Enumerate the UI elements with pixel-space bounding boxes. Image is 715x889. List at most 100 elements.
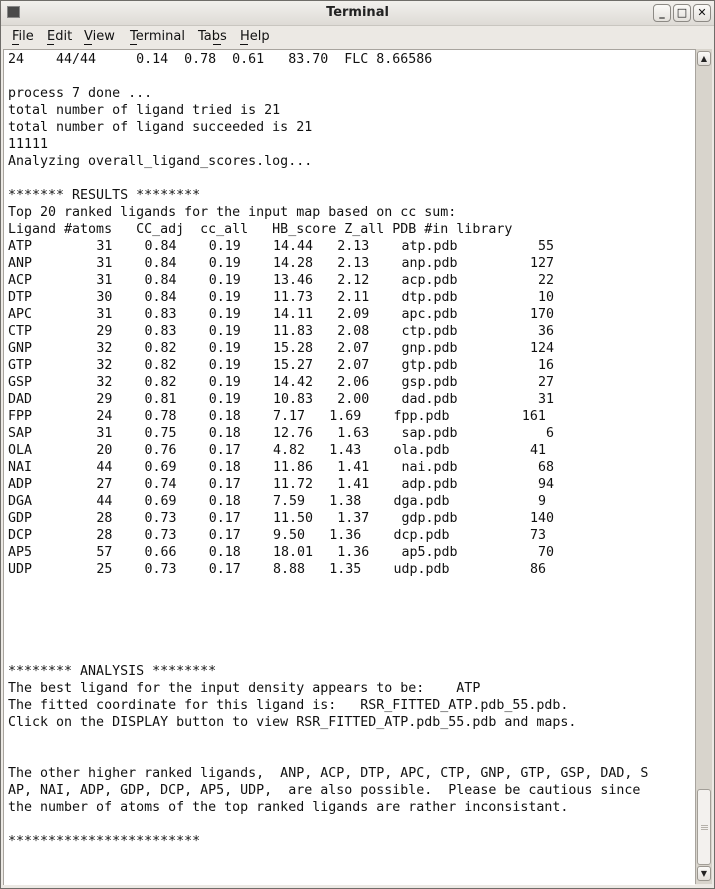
cell-atoms: 31 <box>96 256 113 271</box>
mnemonic-underline <box>12 44 19 45</box>
cell-atoms: 57 <box>96 545 113 560</box>
log-line: process 7 done ... <box>8 86 153 101</box>
cell-z-all: 1.36 <box>329 528 362 543</box>
results-intro: Top 20 ranked ligands for the input map … <box>8 205 457 220</box>
cell-cc-all: 0.19 <box>208 324 241 339</box>
menu-file[interactable]: File <box>12 29 34 45</box>
cell-in-library: 73 <box>529 528 546 543</box>
cell-in-library: 16 <box>537 358 554 373</box>
scroll-up-button[interactable]: ▲ <box>697 51 711 66</box>
cell-z-all: 2.06 <box>337 375 370 390</box>
cell-atoms: 31 <box>96 426 113 441</box>
cell-pdb: ctp.pdb <box>401 324 458 339</box>
cell-z-all: 2.13 <box>337 256 370 271</box>
cell-pdb: gdp.pdb <box>401 511 458 526</box>
cell-cc-adj: 0.84 <box>144 290 177 305</box>
cell-atoms: 44 <box>96 494 113 509</box>
cell-atoms: 28 <box>96 528 113 543</box>
cell-z-all: 1.35 <box>329 562 362 577</box>
cell-pdb: atp.pdb <box>401 239 458 254</box>
cell-atoms: 32 <box>96 375 113 390</box>
cell-cc-all: 0.19 <box>208 392 241 407</box>
mnemonic-underline <box>84 44 92 45</box>
cell-pdb: ap5.pdb <box>401 545 458 560</box>
cell-cc-all: 0.19 <box>208 239 241 254</box>
terminal-output[interactable]: 24 44/44 0.14 0.78 0.61 83.70 FLC 8.6658… <box>3 49 695 885</box>
cell-atoms: 44 <box>96 460 113 475</box>
minimize-button[interactable]: _ <box>653 4 671 22</box>
cell-ligand: ACP <box>8 273 33 288</box>
cell-atoms: 32 <box>96 341 113 356</box>
cell-hb-score: 13.46 <box>272 273 314 288</box>
menu-label: Edit <box>47 29 73 44</box>
cell-cc-all: 0.19 <box>208 273 241 288</box>
cell-cc-all: 0.17 <box>208 562 241 577</box>
cell-hb-score: 11.83 <box>272 324 314 339</box>
cell-cc-all: 0.19 <box>208 341 241 356</box>
menu-label: Terminal <box>130 29 185 44</box>
cell-cc-all: 0.18 <box>208 494 241 509</box>
cell-hb-score: 7.59 <box>272 494 306 509</box>
scrollbar-thumb[interactable] <box>697 789 711 865</box>
menu-view[interactable]: View <box>84 29 115 45</box>
menu-edit[interactable]: Edit <box>47 29 73 45</box>
cell-in-library: 41 <box>529 443 546 458</box>
cell-pdb: ola.pdb <box>393 443 450 458</box>
cell-pdb: dtp.pdb <box>401 290 458 305</box>
cell-ligand: FPP <box>8 409 33 424</box>
cell-ligand: NAI <box>8 460 33 475</box>
cell-ligand: UDP <box>8 562 33 577</box>
cell-pdb: gtp.pdb <box>401 358 458 373</box>
cell-pdb: sap.pdb <box>401 426 458 441</box>
cell-cc-all: 0.19 <box>208 358 241 373</box>
title-bar[interactable]: Terminal _ □ ✕ <box>1 1 714 26</box>
cell-pdb: apc.pdb <box>401 307 458 322</box>
cell-ligand: ANP <box>8 256 33 271</box>
cell-in-library: 124 <box>529 341 554 356</box>
cell-in-library: 86 <box>529 562 546 577</box>
menu-terminal[interactable]: Terminal <box>130 29 185 45</box>
menu-help[interactable]: Help <box>240 29 270 45</box>
cell-hb-score: 11.50 <box>272 511 314 526</box>
maximize-button[interactable]: □ <box>673 4 691 22</box>
cell-hb-score: 7.17 <box>272 409 306 424</box>
cell-ligand: DTP <box>8 290 33 305</box>
cell-ligand: ATP <box>8 239 33 254</box>
footer-stars: ************************ <box>8 834 201 849</box>
cell-z-all: 1.41 <box>337 460 370 475</box>
cell-ligand: ADP <box>8 477 33 492</box>
arrow-down-icon: ▼ <box>700 869 708 878</box>
mnemonic-underline <box>47 44 54 45</box>
cell-cc-adj: 0.74 <box>144 477 177 492</box>
cell-hb-score: 14.28 <box>272 256 314 271</box>
menu-tabs[interactable]: Tabs <box>198 29 227 45</box>
cell-cc-all: 0.19 <box>208 290 241 305</box>
cell-in-library: 170 <box>529 307 554 322</box>
close-button[interactable]: ✕ <box>693 4 711 22</box>
cell-in-library: 6 <box>546 426 555 441</box>
cell-ligand: GSP <box>8 375 33 390</box>
cell-z-all: 2.07 <box>337 358 370 373</box>
cell-z-all: 2.12 <box>337 273 370 288</box>
cell-ligand: GNP <box>8 341 33 356</box>
cell-in-library: 27 <box>537 375 554 390</box>
analysis-line: The best ligand for the input density ap… <box>8 681 481 696</box>
scroll-down-button[interactable]: ▼ <box>697 866 711 881</box>
cell-atoms: 28 <box>96 511 113 526</box>
analysis-line: The other higher ranked ligands, ANP, AC… <box>8 766 649 781</box>
cell-pdb: gnp.pdb <box>401 341 458 356</box>
cell-cc-adj: 0.69 <box>144 460 177 475</box>
table-header: Ligand #atoms CC_adj cc_all HB_score Z_a… <box>8 222 513 237</box>
cell-z-all: 1.69 <box>329 409 362 424</box>
cell-cc-all: 0.17 <box>208 511 241 526</box>
cell-cc-adj: 0.73 <box>144 562 177 577</box>
vertical-scrollbar[interactable]: ▲ ▼ <box>695 49 712 884</box>
cell-pdb: udp.pdb <box>393 562 450 577</box>
cell-ligand: APC <box>8 307 33 322</box>
cell-ligand: CTP <box>8 324 33 339</box>
cell-pdb: dcp.pdb <box>393 528 450 543</box>
cell-ligand: DAD <box>8 392 33 407</box>
cell-pdb: acp.pdb <box>401 273 458 288</box>
analysis-header: ******** ANALYSIS ******** <box>8 664 217 679</box>
